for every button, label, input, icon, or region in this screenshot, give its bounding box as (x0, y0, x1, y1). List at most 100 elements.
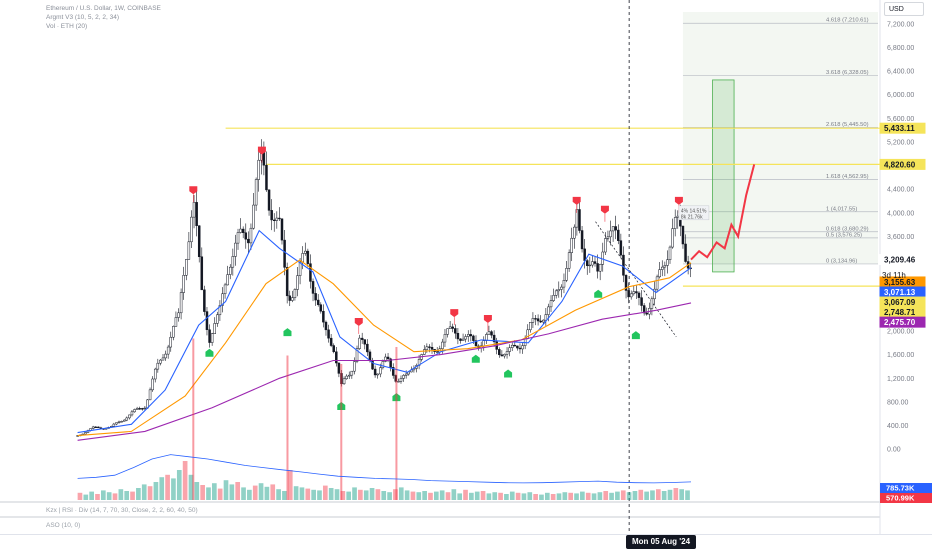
volume-bar (229, 484, 235, 500)
volume-bar (153, 482, 159, 500)
volume-bar (591, 493, 597, 500)
candle-body (112, 423, 116, 427)
top-signal-marker (600, 205, 609, 214)
measure-label: 4% 14.51% (681, 208, 707, 214)
candle-body (490, 331, 493, 336)
price-tag-label: 3,067.09 (884, 298, 916, 307)
candle-body (272, 219, 276, 221)
volume-bar (469, 492, 474, 500)
candle-body (135, 408, 139, 410)
volume-bar (112, 493, 118, 500)
candle-body (327, 329, 330, 339)
candle-body (84, 432, 87, 435)
candle-body (565, 268, 568, 281)
candle-body (278, 217, 281, 220)
volume-spike (192, 338, 195, 500)
candle-body (448, 326, 452, 329)
volume-bar (217, 488, 223, 500)
candle-body (466, 334, 470, 337)
candle-body (200, 256, 204, 291)
candle-body (423, 349, 426, 355)
volume-bar (574, 493, 579, 500)
candle-body (311, 281, 315, 294)
candle-body (205, 311, 209, 330)
volume-bar (667, 489, 673, 500)
candle-body (148, 389, 152, 401)
volume-bar (317, 490, 322, 500)
candle-body (513, 344, 517, 347)
candle-body (596, 263, 599, 272)
volume-bar (509, 491, 515, 500)
volume-bar (632, 491, 638, 500)
candle-body (164, 353, 167, 359)
candle-body (174, 317, 178, 327)
candle-body (536, 318, 540, 322)
candle-body (335, 351, 338, 364)
price-tag (879, 122, 926, 134)
candle-body (151, 378, 154, 391)
price-tag (879, 158, 926, 170)
candle-body (585, 260, 589, 266)
candle-body (402, 375, 405, 379)
candle-body (531, 318, 535, 323)
candle-body (487, 331, 491, 335)
candle-body (366, 343, 369, 353)
candle-body (640, 297, 643, 306)
candle-body (115, 422, 118, 425)
volume-bar (603, 491, 609, 500)
bottom-signal-marker (594, 289, 603, 298)
candle-body (257, 159, 260, 180)
volume-bar (521, 493, 527, 500)
candle-body (632, 291, 636, 295)
fib-level-label: 0 (3,134.96) (826, 258, 857, 264)
price-tick-label: 1,600.00 (887, 352, 914, 359)
candle-body (611, 226, 615, 232)
fib-level-label: 2.618 (5,445.50) (826, 122, 869, 128)
candle-body (234, 242, 237, 257)
price-tag-label: 3,209.46 (884, 256, 916, 265)
volume-bar (428, 492, 433, 500)
volume-bar (77, 492, 83, 500)
volume-bar (527, 492, 533, 500)
fib-level-label: 4.618 (7,210.61) (826, 18, 869, 24)
volume-bar (200, 485, 205, 500)
volume-bar (404, 490, 410, 500)
volume-bar (393, 489, 398, 500)
candle-body (280, 218, 284, 241)
candle-body (185, 259, 188, 276)
indicator-legend: Argmt V3 (10, 5, 2, 2, 34) (46, 14, 119, 21)
volume-bar (328, 488, 334, 500)
time-axis-bar[interactable] (0, 534, 932, 551)
candle-body (389, 358, 392, 368)
candle-body (661, 266, 664, 270)
candle-body (474, 340, 478, 347)
candle-body (461, 338, 465, 341)
candle-body (153, 368, 157, 380)
candle-body (469, 334, 473, 337)
measure-box (678, 205, 710, 221)
volume-bar (486, 493, 492, 500)
currency-selector[interactable]: USD (884, 2, 924, 16)
candle-body (676, 215, 680, 218)
volume-spike (395, 347, 398, 500)
volume-bar (381, 491, 387, 500)
candle-body (627, 290, 630, 298)
candle-body (606, 236, 610, 239)
candle-body (133, 409, 136, 413)
candle-body (404, 373, 408, 376)
candle-body (560, 286, 563, 290)
candle-body (624, 275, 628, 291)
candle-body (218, 305, 222, 316)
candle-body (482, 340, 486, 347)
volume-bar (83, 494, 89, 500)
candle-body (609, 230, 612, 238)
volume-axis-label: 570.99K (886, 494, 915, 503)
candle-body (673, 217, 677, 229)
candle-body (265, 164, 268, 191)
volume-bar (463, 489, 468, 500)
candle-body (498, 349, 501, 356)
volume-bar (276, 489, 281, 500)
candle-body (435, 351, 439, 353)
